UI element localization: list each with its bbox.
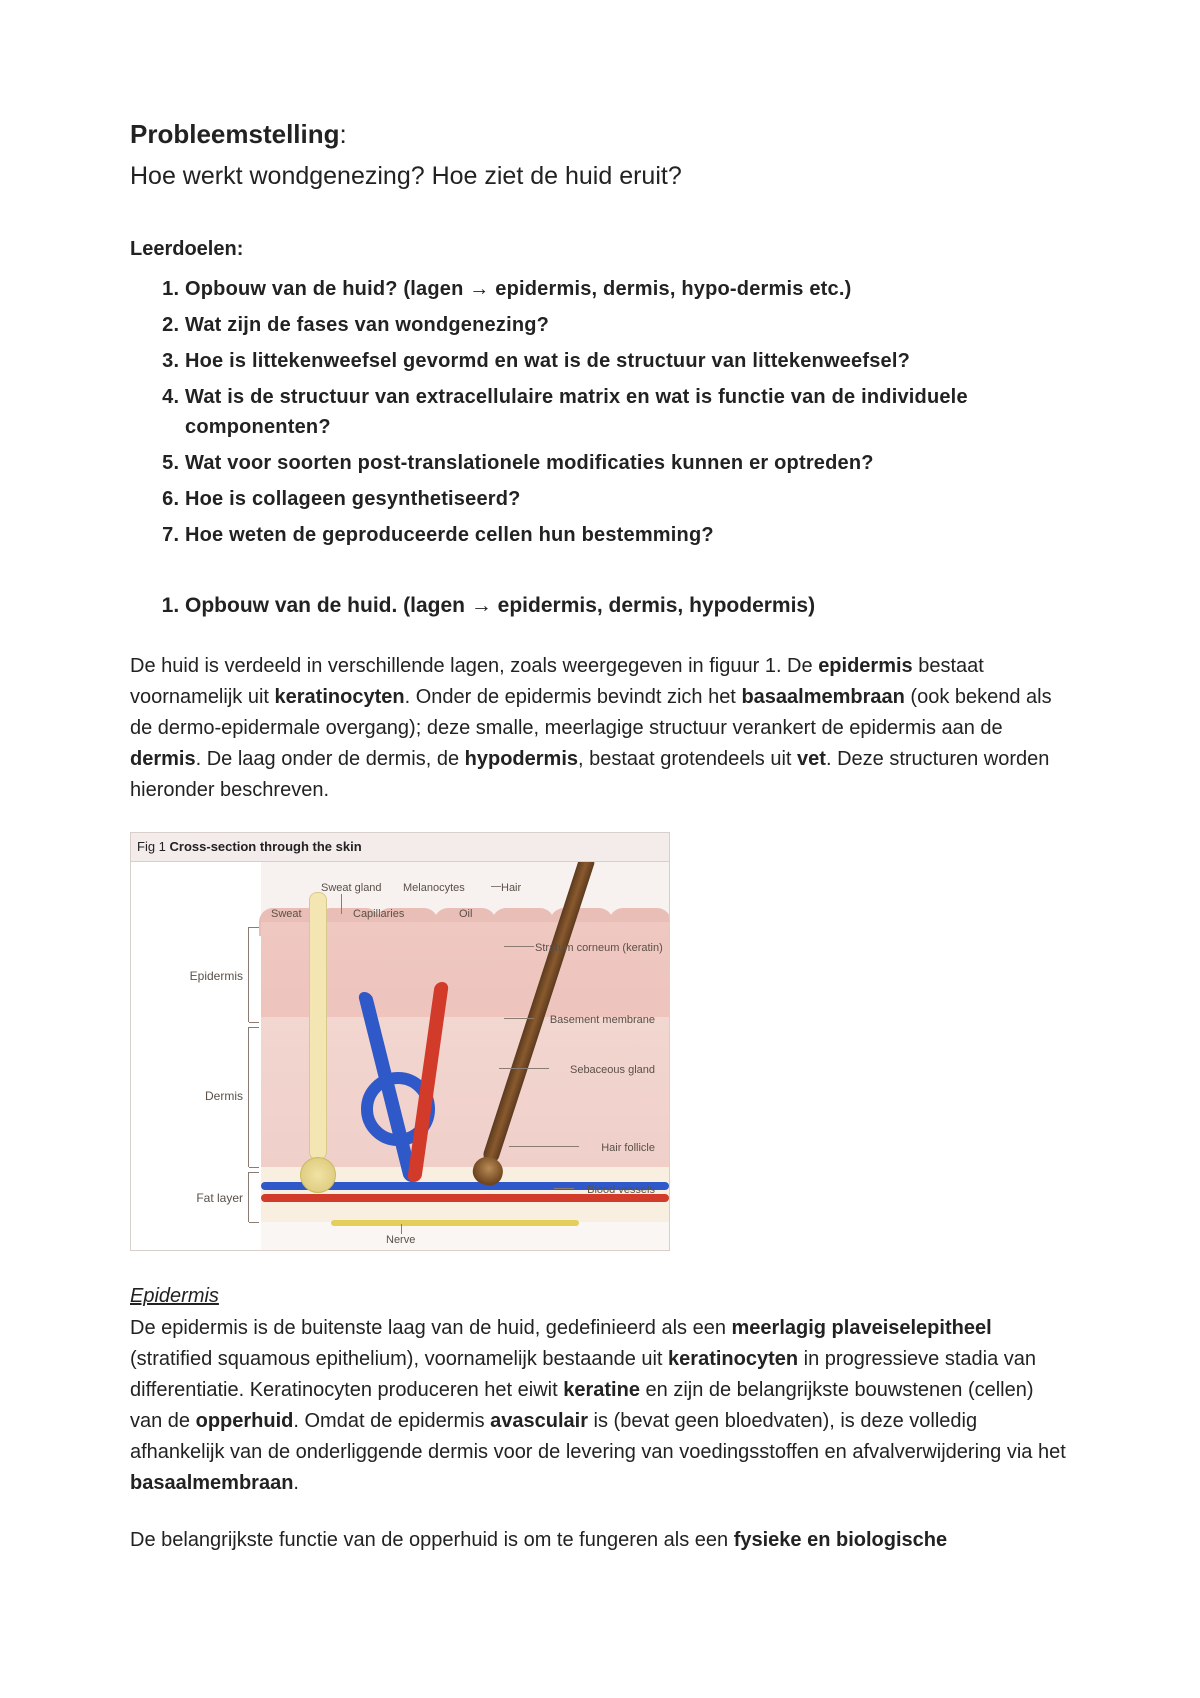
figure-canvas: Epidermis Dermis Fat layer Sweat Sweat g… [130, 861, 670, 1251]
figure-1: Fig 1 Cross-section through the skin [130, 832, 670, 1251]
section-1-heading: Opbouw van de huid. (lagen → epidermis, … [185, 590, 1070, 622]
nerve-line [331, 1220, 579, 1226]
fig-label-follicle: Hair follicle [601, 1140, 655, 1157]
fig-label-vessels: Blood vessels [587, 1182, 655, 1199]
epidermis-heading: Epidermis [130, 1281, 1070, 1311]
epidermis-paragraph: De epidermis is de buitenste laag van de… [130, 1313, 1070, 1499]
axis-label-fat: Fat layer [196, 1189, 243, 1207]
sweat-duct [309, 892, 327, 1160]
list-item: Hoe is collageen gesynthetiseerd? [185, 484, 1070, 514]
fig-label-sweat-gland: Sweat gland [321, 880, 382, 897]
subtitle: Hoe werkt wondgenezing? Hoe ziet de huid… [130, 158, 1070, 196]
fig-label-oil: Oil [459, 906, 472, 923]
list-item: Wat is de structuur van extracellulaire … [185, 382, 1070, 442]
list-item: Opbouw van de huid? (lagen → epidermis, … [185, 274, 1070, 304]
list-item: Hoe weten de geproduceerde cellen hun be… [185, 520, 1070, 550]
fig-label-melanocytes: Melanocytes [403, 880, 465, 897]
fig-label-basement: Basement membrane [550, 1012, 655, 1029]
axis-label-dermis: Dermis [205, 1087, 243, 1105]
fig-label-capillaries: Capillaries [353, 906, 404, 923]
layer-below [261, 1222, 669, 1251]
title-label: Probleemstelling [130, 119, 340, 149]
fig-label-sweat: Sweat [271, 906, 302, 923]
list-item: Wat voor soorten post-translationele mod… [185, 448, 1070, 478]
title-line: Probleemstelling: [130, 115, 1070, 154]
list-item: Wat zijn de fases van wondgenezing? [185, 310, 1070, 340]
axis-label-epidermis: Epidermis [190, 967, 243, 985]
last-paragraph: De belangrijkste functie van de opperhui… [130, 1525, 1070, 1556]
intro-paragraph: De huid is verdeeld in verschillende lag… [130, 651, 1070, 806]
sweat-gland [300, 1157, 336, 1193]
title-sep: : [340, 119, 347, 149]
leerdoelen-list: Opbouw van de huid? (lagen → epidermis, … [130, 274, 1070, 550]
document-page: Probleemstelling: Hoe werkt wondgenezing… [0, 0, 1200, 1698]
fig-label-stratum: Stratum corneum (keratin) [535, 940, 655, 957]
fig-label-nerve: Nerve [386, 1232, 415, 1249]
section-1-heading-list: Opbouw van de huid. (lagen → epidermis, … [130, 590, 1070, 622]
leerdoelen-label: Leerdoelen: [130, 234, 1070, 264]
figure-caption: Fig 1 Cross-section through the skin [130, 832, 670, 861]
fig-label-hair: Hair [501, 880, 521, 897]
list-item: Hoe is littekenweefsel gevormd en wat is… [185, 346, 1070, 376]
fig-label-sebaceous: Sebaceous gland [570, 1062, 655, 1079]
left-axis: Epidermis Dermis Fat layer [139, 917, 259, 1225]
